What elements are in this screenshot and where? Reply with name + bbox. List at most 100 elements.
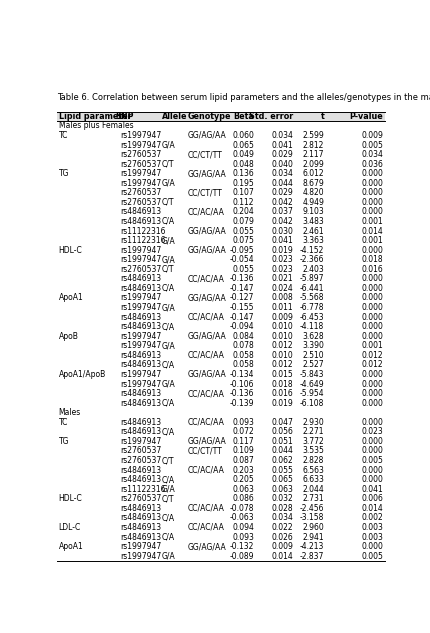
Text: 0.051: 0.051 bbox=[271, 437, 292, 446]
Text: 0.055: 0.055 bbox=[231, 265, 253, 274]
Text: G/A: G/A bbox=[161, 141, 175, 149]
Text: Genotype: Genotype bbox=[187, 112, 231, 121]
Text: ApoB: ApoB bbox=[58, 332, 78, 341]
Text: 0.058: 0.058 bbox=[232, 351, 253, 360]
Text: -0.136: -0.136 bbox=[229, 389, 253, 398]
Text: Lipid parameter: Lipid parameter bbox=[58, 112, 131, 121]
Text: 0.014: 0.014 bbox=[361, 227, 382, 235]
Text: 0.079: 0.079 bbox=[231, 217, 253, 226]
Text: 0.055: 0.055 bbox=[271, 466, 292, 475]
Text: 0.008: 0.008 bbox=[271, 294, 292, 303]
Text: rs1997947: rs1997947 bbox=[120, 179, 161, 188]
Bar bbox=[57, 111, 384, 121]
Text: 0.029: 0.029 bbox=[271, 188, 292, 197]
Text: 0.056: 0.056 bbox=[271, 427, 292, 436]
Text: 0.024: 0.024 bbox=[271, 284, 292, 293]
Text: 0.030: 0.030 bbox=[271, 227, 292, 235]
Text: C/T: C/T bbox=[161, 456, 174, 465]
Text: 6.012: 6.012 bbox=[302, 169, 323, 179]
Text: 0.075: 0.075 bbox=[231, 236, 253, 245]
Text: 0.000: 0.000 bbox=[360, 542, 382, 551]
Text: 0.005: 0.005 bbox=[360, 456, 382, 465]
Text: 0.022: 0.022 bbox=[271, 523, 292, 532]
Text: C/T: C/T bbox=[161, 198, 174, 207]
Text: 2.960: 2.960 bbox=[302, 523, 323, 532]
Text: 0.003: 0.003 bbox=[360, 523, 382, 532]
Text: CC/CT/TT: CC/CT/TT bbox=[187, 188, 222, 197]
Text: -0.095: -0.095 bbox=[229, 246, 253, 254]
Text: -5.954: -5.954 bbox=[299, 389, 323, 398]
Text: CC/AC/AA: CC/AC/AA bbox=[187, 351, 224, 360]
Text: rs4846913: rs4846913 bbox=[120, 466, 161, 475]
Text: TG: TG bbox=[58, 437, 69, 446]
Text: 0.094: 0.094 bbox=[231, 523, 253, 532]
Text: 3.535: 3.535 bbox=[302, 446, 323, 456]
Text: rs4846913: rs4846913 bbox=[120, 322, 161, 331]
Text: TC: TC bbox=[58, 131, 68, 140]
Text: -5.843: -5.843 bbox=[299, 370, 323, 379]
Text: GG/AG/AA: GG/AG/AA bbox=[187, 227, 226, 235]
Text: 0.042: 0.042 bbox=[271, 198, 292, 207]
Text: 0.062: 0.062 bbox=[271, 456, 292, 465]
Text: 0.063: 0.063 bbox=[231, 485, 253, 494]
Text: -5.897: -5.897 bbox=[299, 274, 323, 284]
Text: C/A: C/A bbox=[161, 360, 175, 370]
Text: 0.044: 0.044 bbox=[271, 446, 292, 456]
Text: rs4846913: rs4846913 bbox=[120, 475, 161, 484]
Text: 0.000: 0.000 bbox=[360, 322, 382, 331]
Text: CC/AC/AA: CC/AC/AA bbox=[187, 389, 224, 398]
Text: 8.679: 8.679 bbox=[302, 179, 323, 188]
Text: SNP: SNP bbox=[116, 112, 134, 121]
Text: -0.089: -0.089 bbox=[229, 551, 253, 561]
Text: 2.930: 2.930 bbox=[302, 418, 323, 427]
Text: rs2760537: rs2760537 bbox=[120, 456, 161, 465]
Text: 0.029: 0.029 bbox=[271, 150, 292, 159]
Text: 0.136: 0.136 bbox=[232, 169, 253, 179]
Text: 0.000: 0.000 bbox=[360, 389, 382, 398]
Text: 0.087: 0.087 bbox=[232, 456, 253, 465]
Text: rs1997947: rs1997947 bbox=[120, 303, 161, 312]
Text: 0.041: 0.041 bbox=[361, 485, 382, 494]
Text: 0.023: 0.023 bbox=[271, 255, 292, 264]
Text: 0.000: 0.000 bbox=[360, 198, 382, 207]
Text: 0.014: 0.014 bbox=[361, 504, 382, 513]
Text: rs4846913: rs4846913 bbox=[120, 427, 161, 436]
Text: -0.147: -0.147 bbox=[229, 284, 253, 293]
Text: rs1997947: rs1997947 bbox=[120, 332, 161, 341]
Text: 0.016: 0.016 bbox=[361, 265, 382, 274]
Text: 0.000: 0.000 bbox=[360, 188, 382, 197]
Text: rs4846913: rs4846913 bbox=[120, 208, 161, 216]
Text: 0.003: 0.003 bbox=[360, 532, 382, 541]
Text: 0.044: 0.044 bbox=[271, 179, 292, 188]
Text: rs1997947: rs1997947 bbox=[120, 131, 161, 140]
Text: 3.628: 3.628 bbox=[302, 332, 323, 341]
Text: rs4846913: rs4846913 bbox=[120, 351, 161, 360]
Text: CC/AC/AA: CC/AC/AA bbox=[187, 504, 224, 513]
Text: C/A: C/A bbox=[161, 475, 175, 484]
Text: rs4846913: rs4846913 bbox=[120, 523, 161, 532]
Text: G/A: G/A bbox=[161, 551, 175, 561]
Text: C/A: C/A bbox=[161, 532, 175, 541]
Text: 2.527: 2.527 bbox=[302, 360, 323, 370]
Text: GG/AG/AA: GG/AG/AA bbox=[187, 332, 226, 341]
Text: CC/AC/AA: CC/AC/AA bbox=[187, 313, 224, 322]
Text: 0.000: 0.000 bbox=[360, 446, 382, 456]
Text: -6.778: -6.778 bbox=[299, 303, 323, 312]
Text: 0.063: 0.063 bbox=[271, 485, 292, 494]
Text: 0.018: 0.018 bbox=[361, 255, 382, 264]
Text: 4.949: 4.949 bbox=[302, 198, 323, 207]
Text: 6.633: 6.633 bbox=[302, 475, 323, 484]
Text: Table 6. Correlation between serum lipid parameters and the alleles/genotypes in: Table 6. Correlation between serum lipid… bbox=[57, 93, 430, 102]
Text: -4.213: -4.213 bbox=[299, 542, 323, 551]
Text: 2.271: 2.271 bbox=[302, 427, 323, 436]
Text: 0.060: 0.060 bbox=[231, 131, 253, 140]
Text: GG/AG/AA: GG/AG/AA bbox=[187, 437, 226, 446]
Text: 0.065: 0.065 bbox=[231, 141, 253, 149]
Text: rs4846913: rs4846913 bbox=[120, 513, 161, 522]
Text: rs2760537: rs2760537 bbox=[120, 150, 161, 159]
Text: GG/AG/AA: GG/AG/AA bbox=[187, 294, 226, 303]
Text: HDL-C: HDL-C bbox=[58, 246, 82, 254]
Text: 0.002: 0.002 bbox=[361, 513, 382, 522]
Text: 0.047: 0.047 bbox=[271, 418, 292, 427]
Text: rs11122316: rs11122316 bbox=[120, 236, 166, 245]
